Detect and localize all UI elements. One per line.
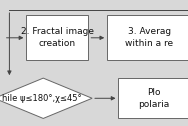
FancyBboxPatch shape (26, 15, 88, 60)
Text: hile ψ≤180°,χ≤45°: hile ψ≤180°,χ≤45° (2, 94, 81, 103)
Polygon shape (0, 78, 92, 118)
Text: 2. Fractal image
creation: 2. Fractal image creation (21, 27, 94, 48)
Text: 3. Averag
within a re: 3. Averag within a re (125, 27, 174, 48)
FancyBboxPatch shape (107, 15, 188, 60)
Text: Plo
polaria: Plo polaria (139, 88, 170, 109)
FancyBboxPatch shape (118, 78, 188, 118)
